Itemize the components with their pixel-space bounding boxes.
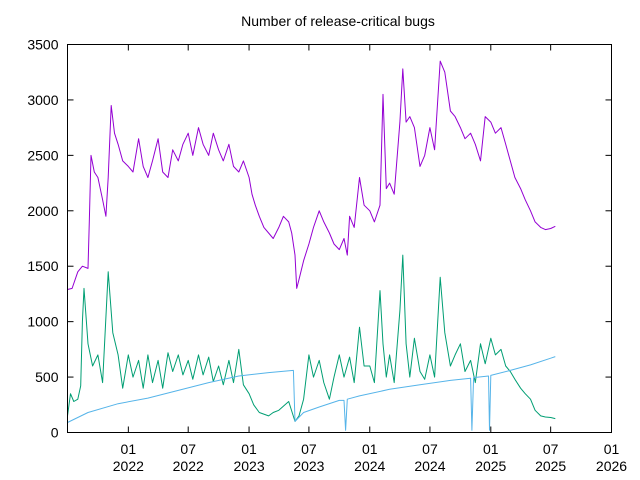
x-tick-label-month: 07 [422,441,438,457]
x-tick-label-year: 2025 [535,458,566,474]
x-tick-label-month: 01 [483,441,499,457]
y-tick-label: 3000 [27,92,58,108]
plot-frame [67,44,612,433]
x-tick-label-month: 01 [362,441,378,457]
x-tick-label-year: 2024 [414,458,445,474]
series-line-3 [67,356,556,431]
y-tick-label: 1500 [27,258,58,274]
x-tick-label-year: 2022 [113,458,144,474]
y-tick-label: 500 [35,369,59,385]
series-line-2 [67,254,556,422]
x-tick-label-year: 2023 [293,458,324,474]
y-tick-label: 2500 [27,147,58,163]
y-tick-label: 0 [51,425,59,441]
x-tick-label-year: 2025 [475,458,506,474]
series-layer [67,60,556,431]
x-tick-label-year: 2024 [354,458,385,474]
x-tick-label-month: 01 [241,441,257,457]
x-tick-label-month: 07 [180,441,196,457]
y-tick-label: 2000 [27,203,58,219]
y-axis: 0 500 1000 1500 2000 2500 3000 3500 [27,37,612,441]
x-tick-label-month: 07 [301,441,317,457]
x-tick-label-month: 01 [121,441,137,457]
x-tick-label-year: 2022 [173,458,204,474]
x-axis: 0120220720220120230720230120240720240120… [113,44,627,474]
x-tick-label-year: 2026 [596,458,627,474]
x-tick-label-year: 2023 [233,458,264,474]
x-tick-label-month: 01 [604,441,620,457]
y-tick-label: 1000 [27,314,58,330]
x-tick-label-month: 07 [543,441,559,457]
y-tick-label: 3500 [27,37,58,53]
series-line-1 [67,60,556,290]
chart-title: Number of release-critical bugs [241,13,435,29]
